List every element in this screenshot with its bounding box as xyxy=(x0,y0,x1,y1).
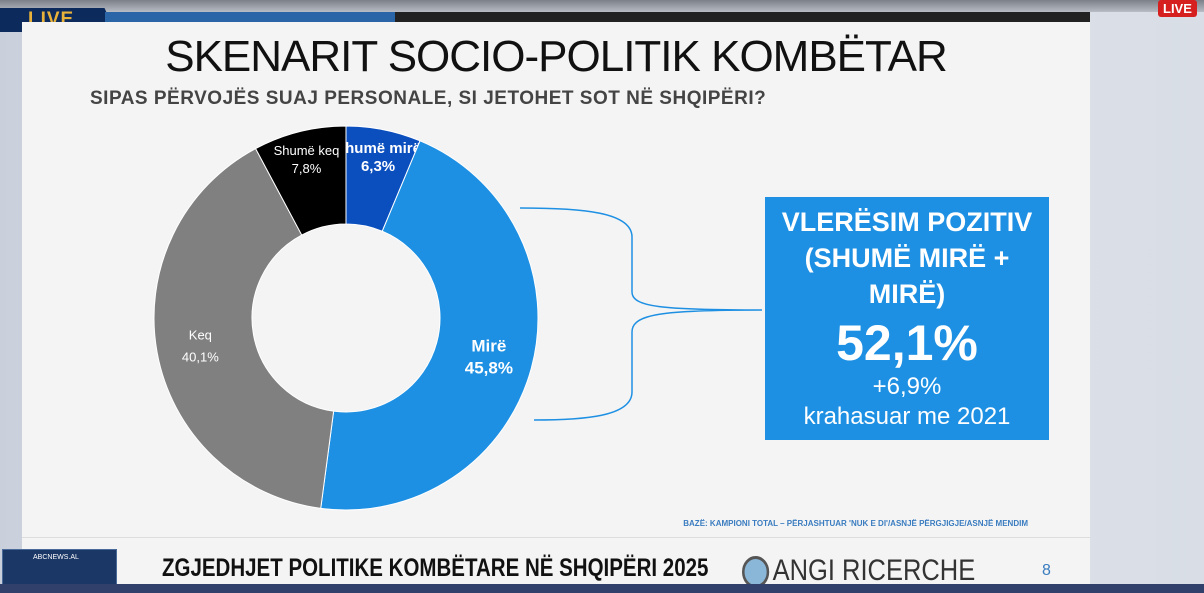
slice-value-label: 40,1% xyxy=(182,349,219,364)
slice-value-label: 6,3% xyxy=(361,158,395,175)
live-badge: LIVE xyxy=(1158,0,1197,17)
base-note: BAZË: KAMPIONI TOTAL – PËRJASHTUAR 'NUK … xyxy=(683,519,1028,528)
slice-name-label: Shumë mirë xyxy=(335,140,421,157)
callout-bracket xyxy=(519,207,763,421)
logo-text: ANGI RICERCHE xyxy=(772,554,976,587)
banner-stripe-dark xyxy=(395,12,1090,22)
positive-rating-callout: VLERËSIM POZITIV (SHUMË MIRË + MIRË) 52,1%… xyxy=(765,197,1049,440)
slice-mirë xyxy=(320,140,539,511)
slide-title: SKENARIT SOCIO-POLITIK KOMBËTAR xyxy=(165,32,948,81)
callout-value: 52,1% xyxy=(836,315,978,371)
slice-value-label: 7,8% xyxy=(292,161,322,176)
slice-name-label: Mirë xyxy=(471,337,506,356)
page-number: 8 xyxy=(1042,562,1051,579)
banner-stripe xyxy=(105,12,395,22)
slide-subtitle: SIPAS PËRVOJËS SUAJ PERSONALE, SI JETOHE… xyxy=(90,88,767,109)
angi-ricerche-logo: ANGI RICERCHE xyxy=(742,554,976,589)
slide: SKENARIT SOCIO-POLITIK KOMBËTAR SIPAS PË… xyxy=(22,22,1090,589)
slice-shumë-keq xyxy=(254,125,347,236)
callout-change: +6,9% xyxy=(872,373,942,400)
slice-keq xyxy=(153,147,335,509)
callout-heading: VLERËSIM POZITIV xyxy=(781,207,1033,237)
bottom-ticker xyxy=(0,584,1204,593)
top-frame xyxy=(0,0,1204,12)
slide-footer: ZGJEDHJET POLITIKE KOMBËTARE NË SHQIPËRI… xyxy=(22,537,1090,589)
slice-name-label: Shumë keq xyxy=(274,143,340,158)
slice-name-label: Keq xyxy=(189,327,212,342)
callout-heading: MIRË) xyxy=(868,279,946,309)
slice-value-label: 45,8% xyxy=(465,359,513,378)
footer-title: ZGJEDHJET POLITIKE KOMBËTARE NË SHQIPËRI… xyxy=(162,554,709,582)
callout-compare: krahasuar me 2021 xyxy=(803,403,1011,430)
callout-heading: (SHUMË MIRË + xyxy=(804,243,1010,273)
